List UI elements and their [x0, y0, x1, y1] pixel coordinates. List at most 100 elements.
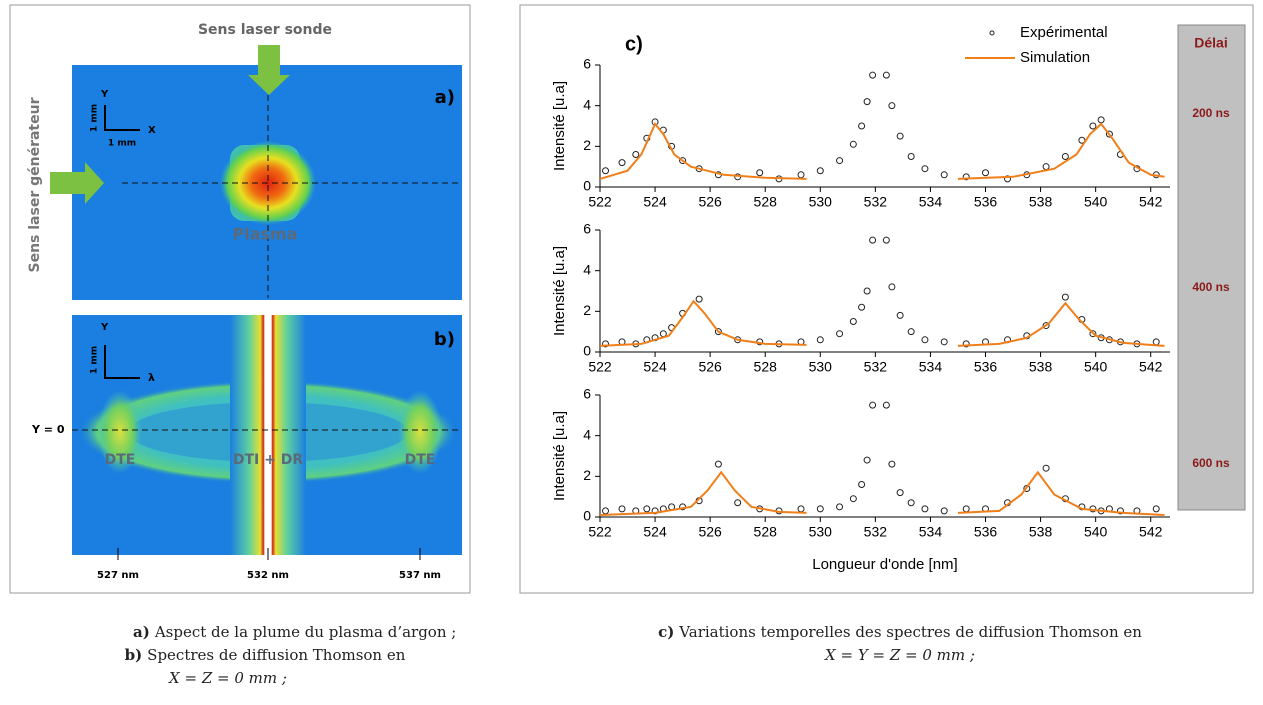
y-axis-label: Intensité [u.a] — [551, 411, 568, 501]
data-point — [921, 505, 929, 513]
x-tick-label: 524 — [643, 359, 667, 375]
x-tick-label: 524 — [643, 194, 667, 210]
data-point — [1089, 330, 1097, 338]
scale-y-b: 1 mm — [90, 346, 100, 374]
x-tick-label: 526 — [698, 194, 722, 210]
axis-x: X — [148, 125, 156, 136]
x-tick-label: 530 — [809, 359, 833, 375]
data-point — [1105, 130, 1113, 138]
data-point — [679, 157, 687, 165]
data-point — [602, 167, 610, 175]
simulation-line — [599, 470, 1165, 516]
dte-right-glow — [398, 390, 442, 474]
scale-y: 1 mm — [90, 104, 100, 132]
x-tick-label: 532 — [864, 524, 888, 540]
data-point — [882, 71, 890, 79]
delay-label: 400 ns — [1192, 280, 1230, 294]
nm-tick: 527 nm — [97, 570, 139, 581]
data-point — [1042, 464, 1050, 472]
x-tick-label: 528 — [754, 359, 778, 375]
data-point — [882, 236, 890, 244]
data-point — [869, 71, 877, 79]
y-axis-label: Intensité [u.a] — [551, 81, 568, 171]
scale-bar — [104, 105, 140, 131]
x-tick-label: 528 — [754, 524, 778, 540]
plasma-label: Plasma — [233, 225, 298, 244]
caption-text: Aspect de la plume du plasma d’argon ; — [154, 623, 457, 641]
caption-label: a) — [133, 623, 150, 641]
arrow-probe — [248, 45, 290, 95]
data-point — [896, 311, 904, 319]
panel-frame — [519, 4, 1254, 594]
generator-label: Sens laser générateur — [27, 97, 43, 272]
data-point — [921, 165, 929, 173]
data-point — [907, 153, 915, 160]
caption-text: Variations temporelles des spectres de d… — [678, 623, 1142, 641]
x-tick-label: 524 — [643, 524, 667, 540]
x-tick-label: 530 — [809, 524, 833, 540]
data-point — [714, 328, 722, 336]
y-tick-label: 2 — [583, 467, 591, 483]
x-tick-label: 538 — [1029, 359, 1053, 375]
data-point — [849, 140, 857, 148]
data-point — [1061, 293, 1069, 301]
legend-label: Simulation — [1020, 49, 1090, 66]
x-tick-label: 532 — [864, 359, 888, 375]
y-tick-label: 6 — [583, 386, 591, 402]
x-tick-label: 542 — [1139, 359, 1163, 375]
data-point — [618, 505, 626, 513]
data-point — [632, 150, 640, 158]
data-point — [849, 318, 857, 325]
caption-cond: X = Z = 0 mm ; — [168, 669, 287, 687]
x-axis-label: Longueur d'onde [nm] — [812, 556, 957, 573]
y-tick-label: 2 — [583, 137, 591, 153]
band-v — [230, 315, 306, 555]
caption-text: Spectres de diffusion Thomson en — [147, 646, 406, 664]
data-point — [1061, 153, 1069, 160]
axis-y-b: Y — [100, 322, 109, 333]
x-tick-label: 522 — [588, 359, 612, 375]
data-point — [1004, 175, 1012, 183]
data-point — [816, 336, 824, 344]
data-point — [618, 159, 626, 167]
x-tick-label: 540 — [1084, 524, 1108, 540]
x-tick-label: 530 — [809, 194, 833, 210]
data-point — [1116, 507, 1124, 515]
arrow-generator — [50, 162, 104, 204]
data-point — [858, 303, 866, 311]
data-point — [836, 330, 844, 338]
data-point — [863, 98, 871, 106]
simulation-line — [599, 299, 1165, 347]
x-tick-label: 534 — [919, 524, 943, 540]
y-tick-label: 0 — [583, 178, 591, 194]
data-point — [940, 171, 948, 179]
data-point — [836, 503, 844, 511]
nm-tick: 537 nm — [399, 570, 441, 581]
caption: b) Spectres de diffusion Thomson en — [125, 646, 406, 664]
x-tick-label: 534 — [919, 194, 943, 210]
x-tick-label: 526 — [698, 359, 722, 375]
dte-left-glow — [98, 390, 142, 474]
legend-marker — [989, 30, 995, 36]
data-point — [962, 340, 970, 348]
x-tick-label: 522 — [588, 524, 612, 540]
data-point — [907, 499, 915, 507]
data-point — [869, 401, 877, 409]
dte-right: DTE — [405, 452, 436, 468]
caption-cond: X = Y = Z = 0 mm ; — [824, 646, 975, 664]
y-axis-label: Intensité [u.a] — [551, 246, 568, 336]
y-tick-label: 4 — [583, 261, 591, 277]
chart-title: c) — [625, 33, 643, 55]
delay-title: Délai — [1194, 35, 1227, 51]
y-zero: Y = 0 — [31, 423, 65, 436]
simulation-line — [599, 122, 1165, 180]
x-tick-label: 540 — [1084, 194, 1108, 210]
data-point — [888, 460, 896, 468]
x-tick-label: 542 — [1139, 194, 1163, 210]
dte-left: DTE — [105, 452, 136, 468]
caption: a) Aspect de la plume du plasma d’argon ; — [133, 623, 456, 641]
axis-lambda: λ — [148, 371, 155, 384]
data-point — [882, 401, 890, 409]
